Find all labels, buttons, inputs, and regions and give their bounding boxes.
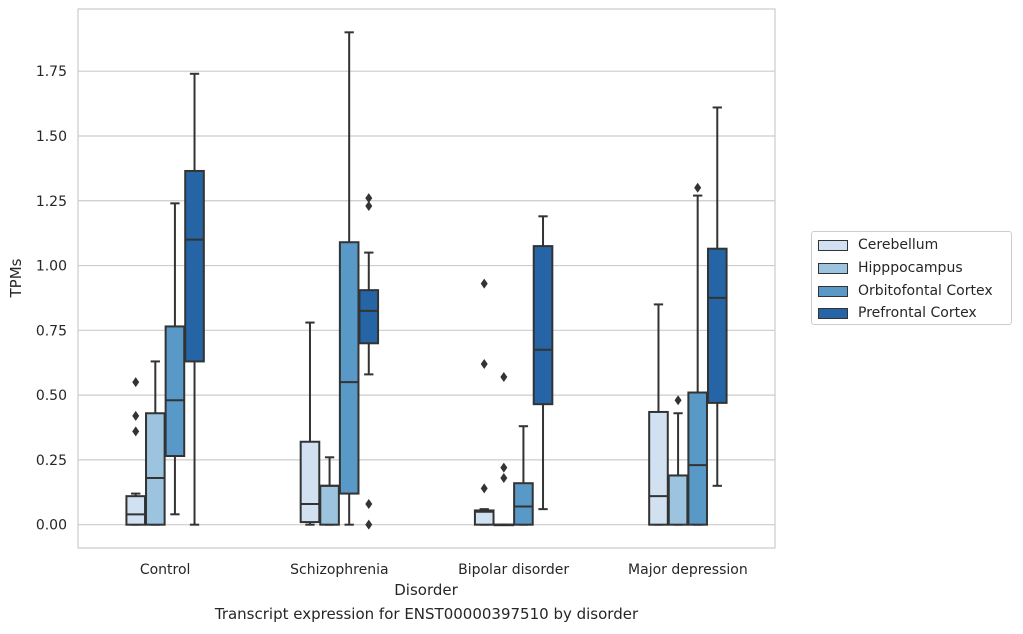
x-tick-labels: Control Schizophrenia Bipolar disorder Majo… <box>140 562 748 578</box>
outlier-point <box>365 519 373 530</box>
box-prefrontal-cortex-major-depression <box>706 106 728 487</box>
y-axis-label: TPMs <box>7 258 25 298</box>
iqr-box <box>145 412 166 526</box>
iqr-box <box>473 509 495 526</box>
legend-item-hippocampus: Hipppocampus <box>818 259 963 277</box>
legend-label-prefrontal: Prefrontal Cortex <box>858 305 977 321</box>
iqr-box <box>706 247 728 404</box>
iqr-box <box>687 391 708 526</box>
iqr-box <box>667 474 689 526</box>
outlier-point <box>500 473 508 484</box>
box-prefrontal-cortex-control <box>184 72 205 526</box>
outlier-point <box>365 498 373 509</box>
x-tick-label-bipolar-disorder: Bipolar disorder <box>458 562 569 578</box>
box-cerebellum-major-depression <box>648 303 669 526</box>
legend-swatch-hippocampus <box>818 262 848 274</box>
box-cerebellum-bipolar-disorder <box>473 278 495 526</box>
box-orbitofontal-cortex-control <box>164 202 186 516</box>
iqr-box <box>125 495 147 526</box>
legend-label-hippocampus: Hipppocampus <box>858 260 963 276</box>
box-cerebellum-control <box>125 377 147 526</box>
iqr-box <box>164 325 186 458</box>
legend-item-orbitofrontal: Orbitofontal Cortex <box>818 282 993 300</box>
box-orbitofontal-cortex-bipolar-disorder <box>513 425 534 526</box>
outlier-point <box>480 359 488 370</box>
box-series <box>125 31 728 530</box>
iqr-box <box>648 410 669 526</box>
x-tick-label-control: Control <box>140 562 191 578</box>
y-tick-label-1.50: 1.50 <box>36 129 67 145</box>
x-axis-label: Disorder <box>394 581 458 599</box>
outlier-point <box>365 200 373 211</box>
outlier-point <box>132 426 140 437</box>
outlier-point <box>132 377 140 388</box>
legend-label-orbitofrontal: Orbitofontal Cortex <box>858 283 993 299</box>
y-tick-labels: 0.00 0.25 0.50 0.75 1.00 1.25 1.50 1.75 <box>36 64 67 533</box>
legend-swatch-prefrontal <box>818 307 848 319</box>
chart-caption: Transcript expression for ENST0000039751… <box>214 605 639 623</box>
iqr-box <box>299 440 321 524</box>
legend-label-cerebellum: Cerebellum <box>858 237 939 253</box>
legend: Cerebellum Hipppocampus Orbitofontal Cor… <box>811 231 1012 325</box>
outlier-point <box>365 193 373 204</box>
iqr-box <box>184 169 205 363</box>
outlier-point <box>480 278 488 289</box>
plot-area <box>77 8 776 549</box>
y-tick-label-0.00: 0.00 <box>36 518 67 534</box>
iqr-box <box>319 484 340 526</box>
outlier-point <box>674 395 682 406</box>
iqr-box <box>358 289 380 345</box>
outlier-point <box>132 410 140 421</box>
iqr-box <box>338 241 360 495</box>
box-orbitofontal-cortex-major-depression <box>687 182 708 526</box>
box-hipppocampus-control <box>145 360 166 526</box>
x-tick-label-schizophrenia: Schizophrenia <box>290 562 388 578</box>
y-tick-label-1.75: 1.75 <box>36 64 67 80</box>
outlier-point <box>480 483 488 494</box>
x-tick-label-major-depression: Major depression <box>628 562 748 578</box>
y-tick-label-0.50: 0.50 <box>36 388 67 404</box>
box-orbitofontal-cortex-schizophrenia <box>338 31 360 526</box>
legend-swatch-orbitofrontal <box>818 285 848 297</box>
iqr-box <box>513 482 534 526</box>
iqr-box <box>532 245 554 406</box>
box-prefrontal-cortex-bipolar-disorder <box>532 215 554 511</box>
outlier-point <box>500 371 508 382</box>
y-tick-label-0.75: 0.75 <box>36 323 67 339</box>
legend-item-cerebellum: Cerebellum <box>818 236 938 254</box>
y-tick-label-0.25: 0.25 <box>36 453 67 469</box>
box-cerebellum-schizophrenia <box>299 321 321 526</box>
box-prefrontal-cortex-schizophrenia <box>358 193 380 530</box>
legend-swatch-cerebellum <box>818 239 848 251</box>
outlier-point <box>694 182 702 193</box>
box-hipppocampus-schizophrenia <box>319 456 340 526</box>
y-tick-label-1.25: 1.25 <box>36 194 67 210</box>
y-tick-label-1.00: 1.00 <box>36 259 67 275</box>
outlier-point <box>500 462 508 473</box>
legend-item-prefrontal: Prefrontal Cortex <box>818 304 977 322</box>
